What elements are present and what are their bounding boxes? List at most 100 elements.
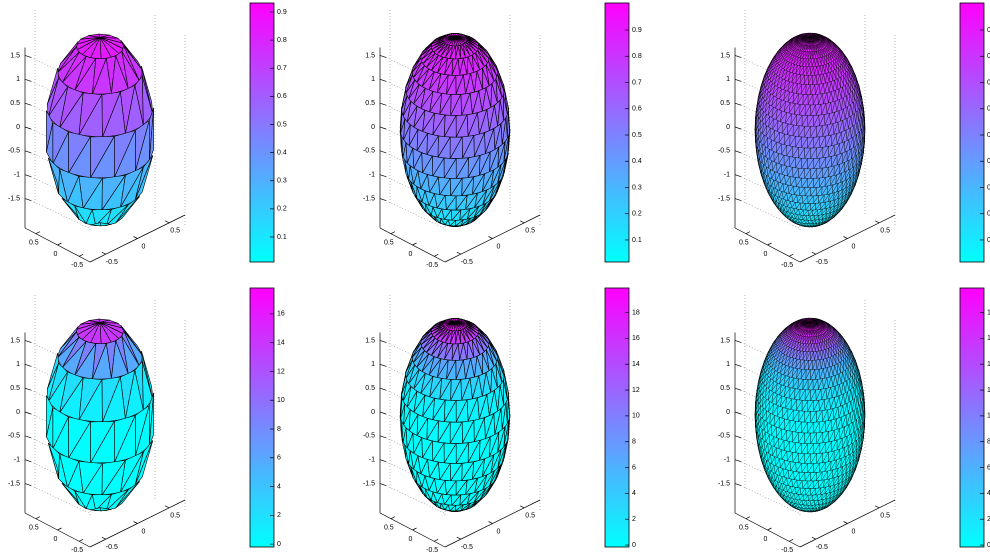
y-tick-label: 0.5 (384, 525, 394, 532)
colorbar-tick-label: 6 (632, 464, 636, 471)
subplot: -1.5-1-0.500.511.5-0.500.5-0.500.5024681… (8, 288, 285, 554)
z-tick (25, 175, 31, 177)
z-tick (380, 412, 386, 414)
z-tick (735, 175, 741, 177)
z-tick-label: -1 (14, 172, 20, 179)
colorbar-tick-label: 0.7 (632, 79, 642, 86)
z-tick (25, 127, 31, 129)
x-tick (134, 522, 138, 524)
colorbar-tick-label: 0.9 (632, 27, 642, 34)
x-tick-label: -0.5 (106, 259, 118, 266)
x-tick (165, 221, 169, 223)
z-tick (735, 412, 741, 414)
colorbar (605, 288, 629, 547)
z-tick (25, 364, 31, 366)
z-tick (735, 460, 741, 462)
z-tick (380, 340, 386, 342)
x-tick-label: 0 (497, 528, 501, 535)
x-tick (102, 537, 106, 539)
colorbar-tick-label: 4 (632, 490, 636, 497)
colorbar-tick-label: 0.6 (632, 106, 642, 113)
z-tick (380, 55, 386, 57)
x-tick-label: -0.5 (816, 544, 828, 551)
y-tick-label: 0.5 (384, 240, 394, 247)
x-tick-label: 0.5 (880, 228, 890, 235)
y-tick-label: 0 (54, 251, 58, 258)
colorbar-tick-label: 0.7 (277, 65, 287, 72)
colorbar (960, 288, 984, 547)
z-tick (25, 151, 31, 153)
y-tick-label: -0.5 (71, 262, 83, 269)
subplot: -1.5-1-0.500.511.5-0.500.5-0.500.5024681… (363, 288, 640, 554)
colorbar-tick-label: 8 (277, 426, 281, 433)
x-tick-label: 0.5 (525, 228, 535, 235)
z-tick (380, 79, 386, 81)
x-tick-label: 0.5 (525, 513, 535, 520)
colorbar-tick-label: 0 (277, 541, 281, 548)
colorbar-tick-label: 12 (632, 387, 640, 394)
x-tick-label: 0 (852, 243, 856, 250)
x-tick (165, 506, 169, 508)
z-tick (380, 436, 386, 438)
z-tick-label: 1 (371, 361, 375, 368)
colorbar-tick-label: 0.4 (277, 149, 287, 156)
colorbar-tick-label: 0.4 (632, 158, 642, 165)
z-tick-label: 0 (16, 409, 20, 416)
x-tick (489, 237, 493, 239)
z-tick-label: 1 (16, 361, 20, 368)
z-tick (25, 484, 31, 486)
z-tick-label: 0.5 (10, 100, 20, 107)
y-tick-label: -0.5 (781, 547, 793, 554)
z-tick (25, 460, 31, 462)
z-tick-label: 1.5 (365, 52, 375, 59)
x-tick-label: -0.5 (106, 544, 118, 551)
z-tick-label: -1.5 (363, 195, 375, 202)
x-tick (844, 522, 848, 524)
z-tick-label: 0.5 (365, 100, 375, 107)
y-tick (413, 528, 417, 530)
z-tick-label: -0.5 (363, 433, 375, 440)
y-tick-label: 0 (54, 536, 58, 543)
z-tick (25, 436, 31, 438)
z-tick (380, 127, 386, 129)
mesh-face (451, 226, 454, 227)
subplot: -1.5-1-0.500.511.5-0.500.5-0.500.50.10.2… (8, 3, 287, 269)
colorbar-tick-label: 4 (277, 483, 281, 490)
z-tick-label: 1.5 (720, 52, 730, 59)
x-tick (875, 506, 879, 508)
x-tick (102, 252, 106, 254)
z-tick (735, 55, 741, 57)
y-tick-label: 0.5 (739, 240, 749, 247)
y-tick (768, 243, 772, 245)
colorbar-tick-label: 0.2 (277, 206, 287, 213)
x-tick-label: 0 (852, 528, 856, 535)
z-tick-label: 0.5 (10, 385, 20, 392)
x-tick (520, 221, 524, 223)
mesh (755, 33, 865, 227)
y-tick-label: -0.5 (426, 262, 438, 269)
x-tick (489, 522, 493, 524)
colorbar-tick-label: 12 (277, 368, 285, 375)
x-tick-label: -0.5 (461, 259, 473, 266)
colorbar (250, 3, 274, 262)
mesh (46, 319, 153, 511)
y-tick-label: 0 (409, 536, 413, 543)
colorbar-tick-label: 0.2 (632, 211, 642, 218)
z-tick (25, 412, 31, 414)
colorbar-tick-label: 16 (277, 311, 285, 318)
y-tick (36, 232, 40, 234)
y-tick (58, 528, 62, 530)
z-tick-label: -1.5 (718, 195, 730, 202)
y-tick (789, 539, 793, 541)
z-tick-label: 0 (371, 409, 375, 416)
x-tick-label: 0.5 (170, 513, 180, 520)
colorbar-tick-label: 0.9 (277, 9, 287, 16)
x-tick (812, 537, 816, 539)
mesh (46, 34, 153, 226)
y-tick (746, 517, 750, 519)
colorbar-tick-label: 8 (632, 439, 636, 446)
colorbar-tick-label: 0.8 (632, 53, 642, 60)
colorbar-tick-label: 0.5 (632, 132, 642, 139)
y-tick-label: -0.5 (71, 547, 83, 554)
x-tick-label: -0.5 (816, 259, 828, 266)
